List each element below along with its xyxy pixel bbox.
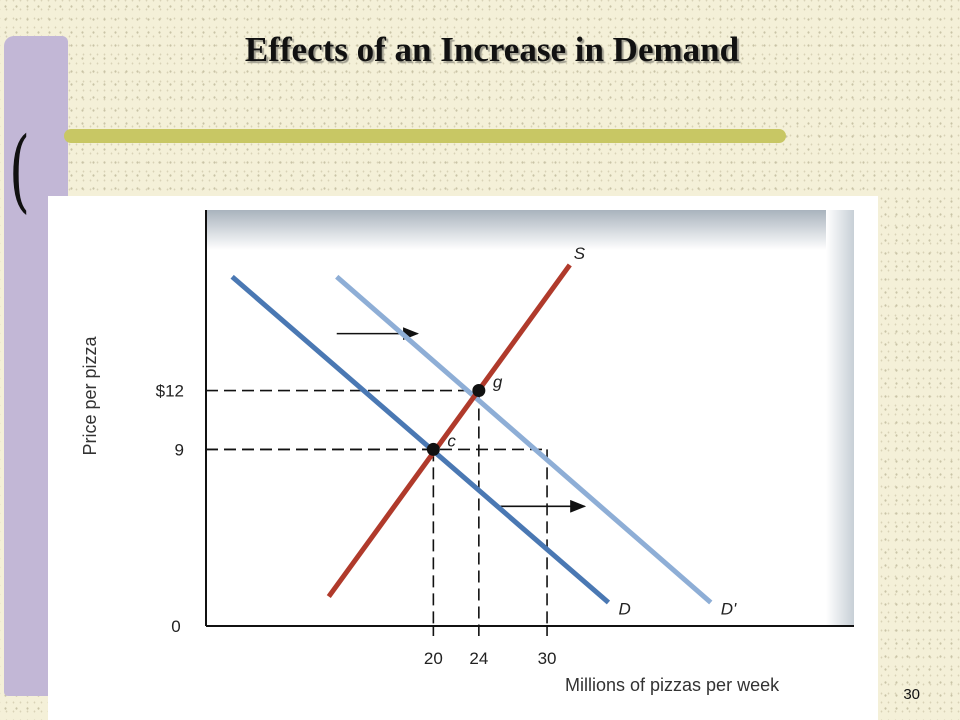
x-tick-label-24: 24 [469,649,488,668]
plot-right-shade [826,210,854,626]
curve-label-d-prime: D' [721,599,737,618]
y-tick-label-12: $12 [156,382,184,401]
x-axis-title: Millions of pizzas per week [565,675,780,695]
plot-top-shade [206,210,854,250]
origin-label: 0 [171,617,180,636]
chart-panel: 20 24 30 $12 9 S D D' c g 0 Millions of pizzas p… [48,196,878,720]
curve-label-d: D [618,599,630,618]
curve-d [230,274,611,605]
bracket-icon: ( [9,118,31,223]
title-underline [64,129,786,143]
equilibrium-point-c [426,442,440,456]
curve-label-s: S [574,244,586,263]
curve-d-prime [335,274,713,605]
curve-s [326,263,572,599]
y-axis-title: Price per pizza [80,335,100,455]
supply-demand-chart: 20 24 30 $12 9 S D D' c g 0 Millions of pizzas p… [80,210,854,695]
y-tick-label-9: 9 [175,440,184,459]
point-label-c: c [447,431,456,450]
equilibrium-point-g [472,384,486,398]
slide-number: 30 [903,686,920,703]
x-tick-label-20: 20 [424,649,443,668]
page-title: Effects of an Increase in Demand [244,30,740,69]
point-label-g: g [493,373,503,392]
x-tick-label-30: 30 [538,649,557,668]
